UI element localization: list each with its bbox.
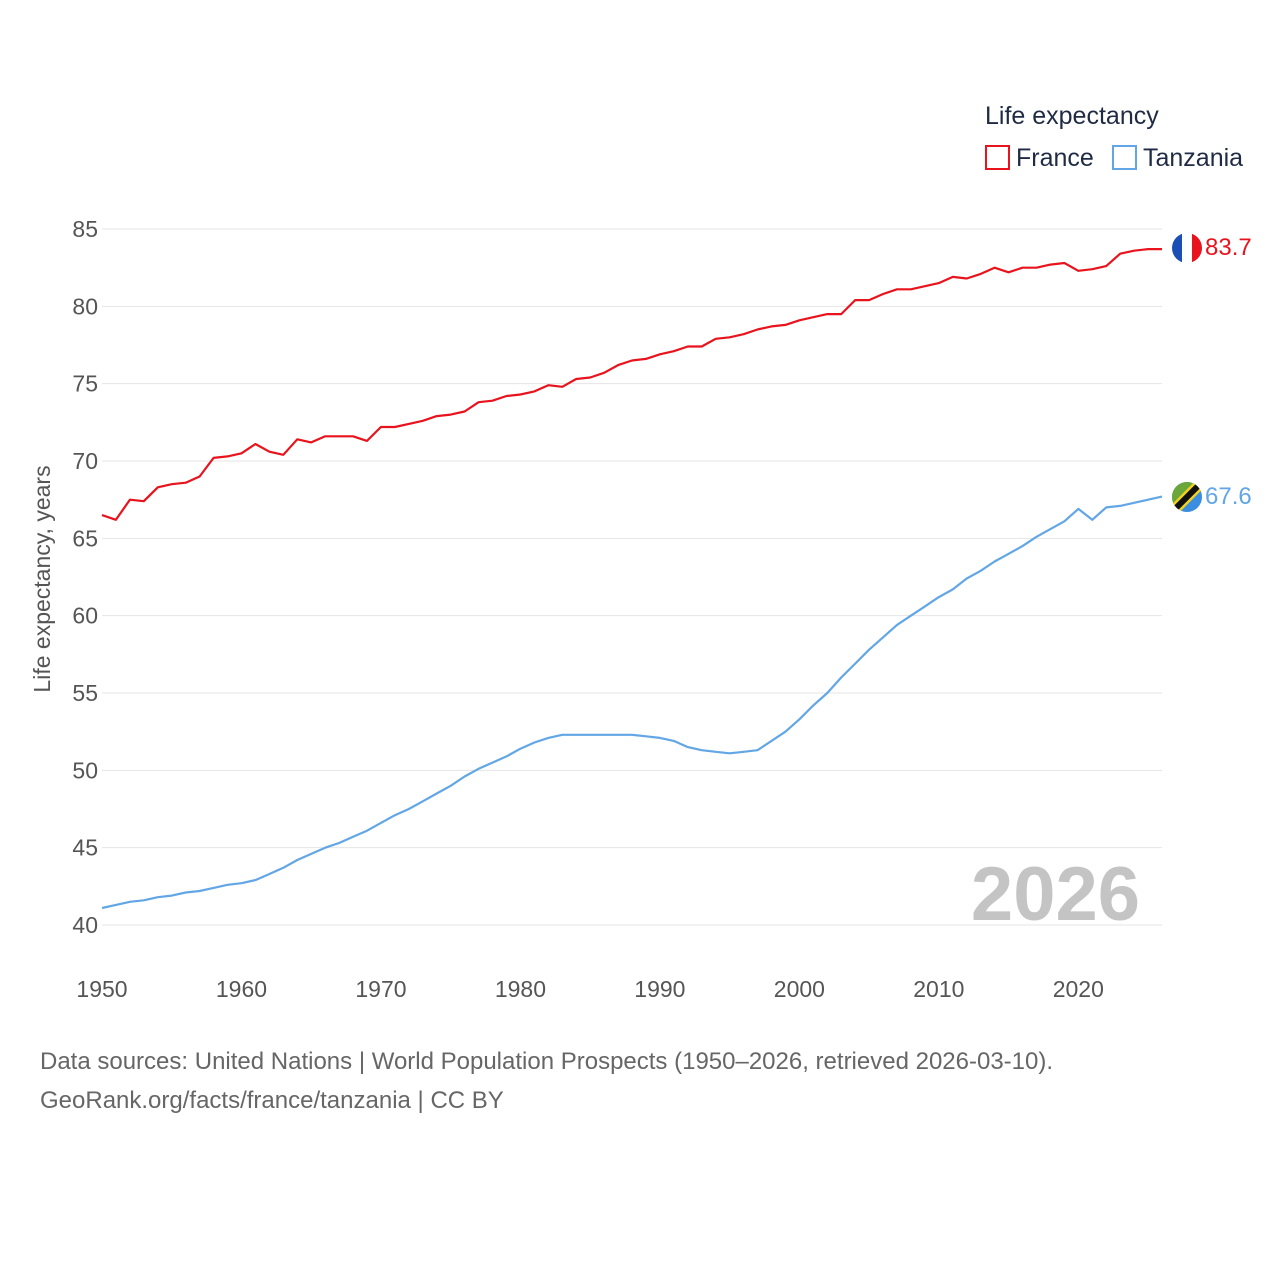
legend-label-france[interactable]: France [1016, 144, 1094, 172]
legend-label-tanzania[interactable]: Tanzania [1143, 144, 1243, 172]
tanzania-end-value: 67.6 [1205, 483, 1252, 510]
france-end-value: 83.7 [1205, 234, 1252, 261]
series-line-tanzania [101, 495, 1163, 910]
x-tick-label: 1990 [634, 976, 685, 1002]
y-tick-label: 60 [72, 603, 98, 629]
legend-swatch-tanzania[interactable] [1112, 145, 1137, 170]
y-tick-label: 80 [72, 293, 98, 319]
source-line: Data sources: United Nations | World Pop… [40, 1048, 1054, 1075]
series-lines [101, 248, 1163, 910]
y-tick-label: 65 [72, 525, 98, 551]
y-tick-label: 75 [72, 371, 98, 397]
y-tick-label: 85 [72, 216, 98, 242]
x-tick-label: 1980 [495, 976, 546, 1002]
legend: Life expectancy France Tanzania [985, 102, 1243, 172]
x-tick-label: 2000 [774, 976, 825, 1002]
year-watermark: 2026 [971, 852, 1140, 937]
series-end-markers [1172, 233, 1202, 512]
legend-title: Life expectancy [985, 102, 1159, 130]
source-footer: Data sources: United Nations | World Pop… [40, 1042, 1053, 1120]
x-tick-label: 1960 [216, 976, 267, 1002]
y-axis-ticks: 40 45 50 55 60 65 70 75 80 85 [72, 216, 98, 938]
legend-swatch-france[interactable] [985, 145, 1010, 170]
series-line-france [101, 248, 1162, 521]
y-tick-label: 55 [72, 680, 98, 706]
credit-line: GeoRank.org/facts/france/tanzania | CC B… [40, 1087, 504, 1114]
tanzania-flag-icon [1172, 482, 1202, 512]
y-tick-label: 45 [72, 835, 98, 861]
y-tick-label: 70 [72, 448, 98, 474]
x-tick-label: 2020 [1053, 976, 1104, 1002]
france-flag-icon [1172, 233, 1202, 263]
y-tick-label: 50 [72, 757, 98, 783]
y-axis-label: Life expectancy, years [29, 465, 55, 692]
y-tick-label: 40 [72, 912, 98, 938]
grid-lines [102, 228, 1162, 926]
x-tick-label: 1950 [76, 976, 127, 1002]
x-tick-label: 2010 [913, 976, 964, 1002]
x-axis-ticks: 1950 1960 1970 1980 1990 2000 2010 2020 [76, 976, 1103, 1002]
x-tick-label: 1970 [355, 976, 406, 1002]
